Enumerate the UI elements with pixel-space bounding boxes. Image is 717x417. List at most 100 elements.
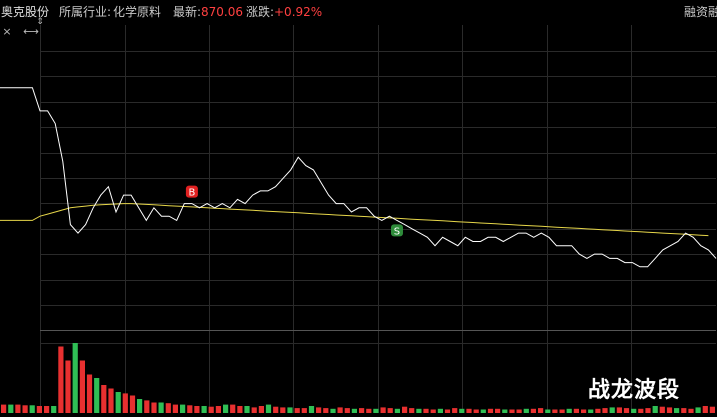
volume-bar xyxy=(702,406,708,413)
volume-bar xyxy=(609,407,615,413)
watermark: 战龙波段 xyxy=(588,378,681,403)
volume-bar xyxy=(115,392,121,413)
volume-bar xyxy=(516,409,522,413)
volume-bar xyxy=(36,406,42,413)
volume-bar xyxy=(545,409,551,413)
volume-bar xyxy=(466,408,472,413)
volume-bar xyxy=(94,378,100,413)
volume-bar xyxy=(638,408,644,413)
sector-value[interactable]: 化学原料 xyxy=(113,5,162,19)
volume-bar xyxy=(530,408,536,413)
volume-bar xyxy=(437,408,443,413)
volume-bar xyxy=(688,408,694,413)
volume-bar xyxy=(137,399,143,413)
price-value: 870.06 xyxy=(201,5,243,19)
volume-bar xyxy=(659,406,665,413)
marker-badge xyxy=(390,224,403,237)
volume-bar xyxy=(301,408,307,413)
volume-bar xyxy=(394,408,400,413)
volume-bars xyxy=(1,343,715,413)
volume-bar xyxy=(538,408,544,413)
volume-bar xyxy=(573,408,579,413)
volume-bar xyxy=(237,406,243,413)
volume-bar xyxy=(337,407,343,413)
margin-trading-label[interactable]: 融资融 xyxy=(684,5,717,19)
volume-bar xyxy=(373,408,379,413)
volume-bar xyxy=(523,408,529,413)
volume-bar xyxy=(566,408,572,413)
volume-bar xyxy=(430,409,436,413)
volume-bar xyxy=(108,388,114,413)
volume-bar xyxy=(29,405,35,413)
volume-bar xyxy=(409,408,415,413)
volume-bar xyxy=(79,360,85,413)
volume-bar xyxy=(151,402,157,413)
volume-bar xyxy=(666,407,673,413)
volume-bar xyxy=(51,406,57,413)
drag-handle-icon[interactable]: ⇕ xyxy=(36,17,44,27)
stock-name[interactable]: 奥克股份 xyxy=(1,5,50,19)
volume-bar xyxy=(129,395,136,413)
price-line xyxy=(0,87,717,268)
volume-bar xyxy=(487,408,494,413)
volume-bar xyxy=(366,408,372,413)
volume-bar xyxy=(230,404,236,413)
volume-bar xyxy=(1,404,7,413)
volume-bar xyxy=(308,406,315,413)
volume-bar xyxy=(172,404,178,413)
volume-bar xyxy=(330,408,336,413)
volume-bar xyxy=(502,409,508,413)
close-icon[interactable]: × xyxy=(2,25,12,38)
volume-bar xyxy=(15,404,21,413)
volume-bar xyxy=(387,408,393,413)
marker-badge xyxy=(185,185,198,198)
volume-bar xyxy=(22,405,28,413)
volume-bar xyxy=(695,407,701,413)
volume-bar xyxy=(180,404,186,413)
volume-bar xyxy=(86,374,93,413)
volume-bar xyxy=(631,408,637,413)
volume-bar xyxy=(215,406,221,413)
chart-grid xyxy=(40,25,716,413)
average-price-line xyxy=(0,203,709,237)
volume-bar xyxy=(265,404,272,413)
volume-bar xyxy=(351,408,357,413)
volume-bar xyxy=(416,408,422,413)
change-label: 涨跌: xyxy=(246,5,275,19)
volume-bar xyxy=(72,343,78,413)
volume-bar xyxy=(344,408,350,413)
volume-bar xyxy=(559,409,565,413)
volume-bar xyxy=(65,360,71,413)
resize-icon[interactable]: ⟷ xyxy=(23,25,39,38)
volume-bar xyxy=(251,407,257,413)
volume-bar xyxy=(280,407,286,413)
volume-bar xyxy=(709,406,715,413)
volume-bar xyxy=(602,408,608,413)
volume-bar xyxy=(509,409,515,413)
volume-bar xyxy=(473,409,479,413)
volume-bar xyxy=(8,404,14,413)
volume-bar xyxy=(480,409,486,413)
chart-header: 奥克股份 所属行业: 化学原料 最新: 870.06 涨跌: +0.92% 融资… xyxy=(0,0,717,24)
volume-bar xyxy=(258,406,264,413)
marker-label: B xyxy=(188,188,195,199)
volume-bar xyxy=(165,403,171,413)
buy-marker[interactable]: B xyxy=(185,185,198,199)
price-label: 最新: xyxy=(173,5,202,19)
volume-bar xyxy=(674,408,680,413)
volume-bar xyxy=(122,393,128,413)
volume-bar xyxy=(623,408,630,413)
volume-bar xyxy=(652,406,658,413)
volume-bar xyxy=(294,408,300,413)
trade-markers[interactable]: BS xyxy=(185,185,403,238)
volume-bar xyxy=(595,408,601,413)
volume-bar xyxy=(581,409,587,413)
sector-label: 所属行业: xyxy=(59,5,112,19)
volume-bar xyxy=(58,346,64,413)
volume-bar xyxy=(681,408,687,413)
volume-bar xyxy=(101,385,107,413)
sell-marker[interactable]: S xyxy=(390,224,403,237)
volume-bar xyxy=(244,406,250,413)
volume-bar xyxy=(287,407,293,413)
